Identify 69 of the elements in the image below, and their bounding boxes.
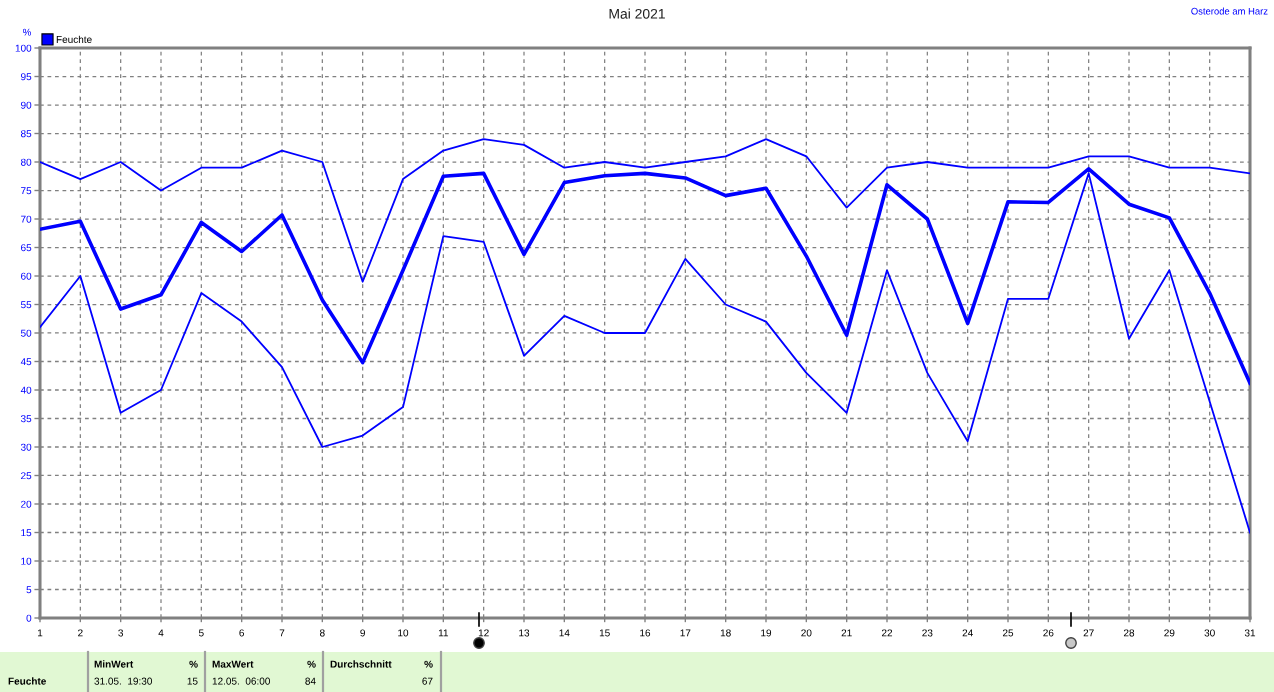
text: % bbox=[189, 660, 198, 668]
x-tick-label: 22 bbox=[881, 629, 893, 637]
text: 15 bbox=[187, 677, 198, 685]
y-tick-label: 30 bbox=[20, 443, 32, 451]
text: 67 bbox=[422, 677, 433, 685]
y-tick-label: 20 bbox=[21, 500, 32, 508]
x-tick-label: 1 bbox=[37, 629, 43, 637]
x-tick-label: 3 bbox=[118, 629, 124, 637]
x-tick-label: 5 bbox=[198, 629, 204, 637]
x-tick-label: 30 bbox=[1204, 629, 1215, 637]
x-tick-label: 27 bbox=[1083, 629, 1094, 637]
text: MaxWert bbox=[212, 660, 254, 668]
x-tick-label: 8 bbox=[319, 629, 325, 637]
y-tick-label: 25 bbox=[21, 472, 32, 480]
x-tick-label: 11 bbox=[438, 629, 449, 637]
y-tick-label: 35 bbox=[20, 415, 32, 423]
y-tick-label: 55 bbox=[20, 301, 32, 309]
x-tick-label: 16 bbox=[640, 629, 651, 637]
text: % bbox=[307, 660, 316, 668]
line-series bbox=[40, 138, 1250, 283]
x-tick-label: 12 bbox=[478, 629, 489, 637]
x-tick-label: 2 bbox=[78, 629, 83, 637]
text: MinWert bbox=[94, 660, 134, 668]
x-tick-label: 10 bbox=[398, 629, 409, 637]
y-tick-label: 5 bbox=[26, 586, 32, 594]
x-tick-label: 15 bbox=[599, 629, 610, 637]
y-tick-label: 50 bbox=[20, 329, 32, 337]
text: % bbox=[424, 660, 433, 668]
text: Feuchte bbox=[8, 677, 46, 685]
y-tick-label: 65 bbox=[21, 244, 32, 252]
y-tick-label: 85 bbox=[20, 130, 32, 138]
chart-subtitle: Osterode am Harz bbox=[1191, 7, 1268, 15]
y-tick-label: 95 bbox=[21, 73, 32, 81]
y-tick-label: 15 bbox=[21, 529, 32, 537]
x-tick-label: 25 bbox=[1002, 629, 1014, 637]
text: 31.05. 19:30 bbox=[94, 677, 152, 685]
x-tick-label: 28 bbox=[1123, 629, 1135, 637]
x-tick-label: 17 bbox=[680, 629, 691, 637]
x-tick-label: 31 bbox=[1244, 629, 1256, 637]
y-tick-label: 80 bbox=[20, 158, 32, 166]
x-tick-label: 23 bbox=[922, 629, 933, 637]
text: 12.05. 06:00 bbox=[212, 677, 270, 685]
x-tick-label: 4 bbox=[158, 629, 164, 637]
chart-title: Mai 2021 bbox=[609, 8, 665, 19]
x-tick-label: 20 bbox=[801, 629, 812, 637]
x-tick-label: 24 bbox=[962, 629, 973, 637]
x-tick-label: 14 bbox=[559, 629, 570, 637]
y-tick-label: 70 bbox=[21, 215, 32, 223]
y-tick-label: 45 bbox=[20, 358, 32, 366]
y-tick-label: 0 bbox=[26, 614, 32, 622]
y-tick-label: 60 bbox=[21, 272, 32, 280]
y-tick-label: 40 bbox=[20, 386, 32, 394]
text: Durchschnitt bbox=[330, 660, 392, 668]
x-tick-label: 7 bbox=[279, 629, 285, 637]
y-tick-label: 75 bbox=[21, 187, 32, 195]
legend-label: Feuchte bbox=[56, 35, 92, 44]
x-tick-label: 29 bbox=[1164, 629, 1175, 637]
x-tick-label: 9 bbox=[360, 629, 365, 637]
y-tick-label: 90 bbox=[21, 101, 32, 109]
text: 84 bbox=[305, 677, 316, 685]
x-tick-label: 13 bbox=[519, 629, 530, 637]
y-tick-label: 100 bbox=[15, 44, 32, 52]
x-tick-label: 26 bbox=[1043, 629, 1054, 637]
y-axis-title: % bbox=[23, 28, 31, 36]
x-tick-label: 19 bbox=[761, 629, 772, 637]
x-tick-label: 21 bbox=[841, 629, 852, 637]
y-tick-label: 10 bbox=[21, 557, 32, 565]
x-tick-label: 18 bbox=[720, 629, 731, 637]
x-tick-label: 6 bbox=[239, 629, 245, 637]
